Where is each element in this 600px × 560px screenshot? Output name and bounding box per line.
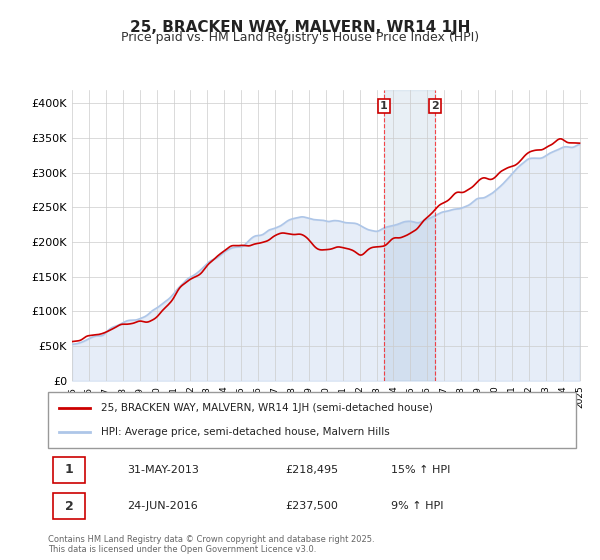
Text: 9% ↑ HPI: 9% ↑ HPI xyxy=(391,501,444,511)
Text: Price paid vs. HM Land Registry's House Price Index (HPI): Price paid vs. HM Land Registry's House … xyxy=(121,31,479,44)
Bar xyxy=(383,90,436,381)
Text: 25, BRACKEN WAY, MALVERN, WR14 1JH (semi-detached house): 25, BRACKEN WAY, MALVERN, WR14 1JH (semi… xyxy=(101,403,433,413)
Text: 24-JUN-2016: 24-JUN-2016 xyxy=(127,501,198,511)
FancyBboxPatch shape xyxy=(53,493,85,519)
Text: £237,500: £237,500 xyxy=(286,501,338,511)
Text: 1: 1 xyxy=(380,101,388,111)
Text: 15% ↑ HPI: 15% ↑ HPI xyxy=(391,465,451,475)
Text: 31-MAY-2013: 31-MAY-2013 xyxy=(127,465,199,475)
Text: HPI: Average price, semi-detached house, Malvern Hills: HPI: Average price, semi-detached house,… xyxy=(101,427,389,437)
Text: 2: 2 xyxy=(431,101,439,111)
Text: 25, BRACKEN WAY, MALVERN, WR14 1JH: 25, BRACKEN WAY, MALVERN, WR14 1JH xyxy=(130,20,470,35)
FancyBboxPatch shape xyxy=(53,456,85,483)
Text: 1: 1 xyxy=(65,463,73,476)
FancyBboxPatch shape xyxy=(48,392,576,448)
Text: 2: 2 xyxy=(65,500,73,512)
Text: £218,495: £218,495 xyxy=(286,465,339,475)
Text: Contains HM Land Registry data © Crown copyright and database right 2025.
This d: Contains HM Land Registry data © Crown c… xyxy=(48,535,374,554)
